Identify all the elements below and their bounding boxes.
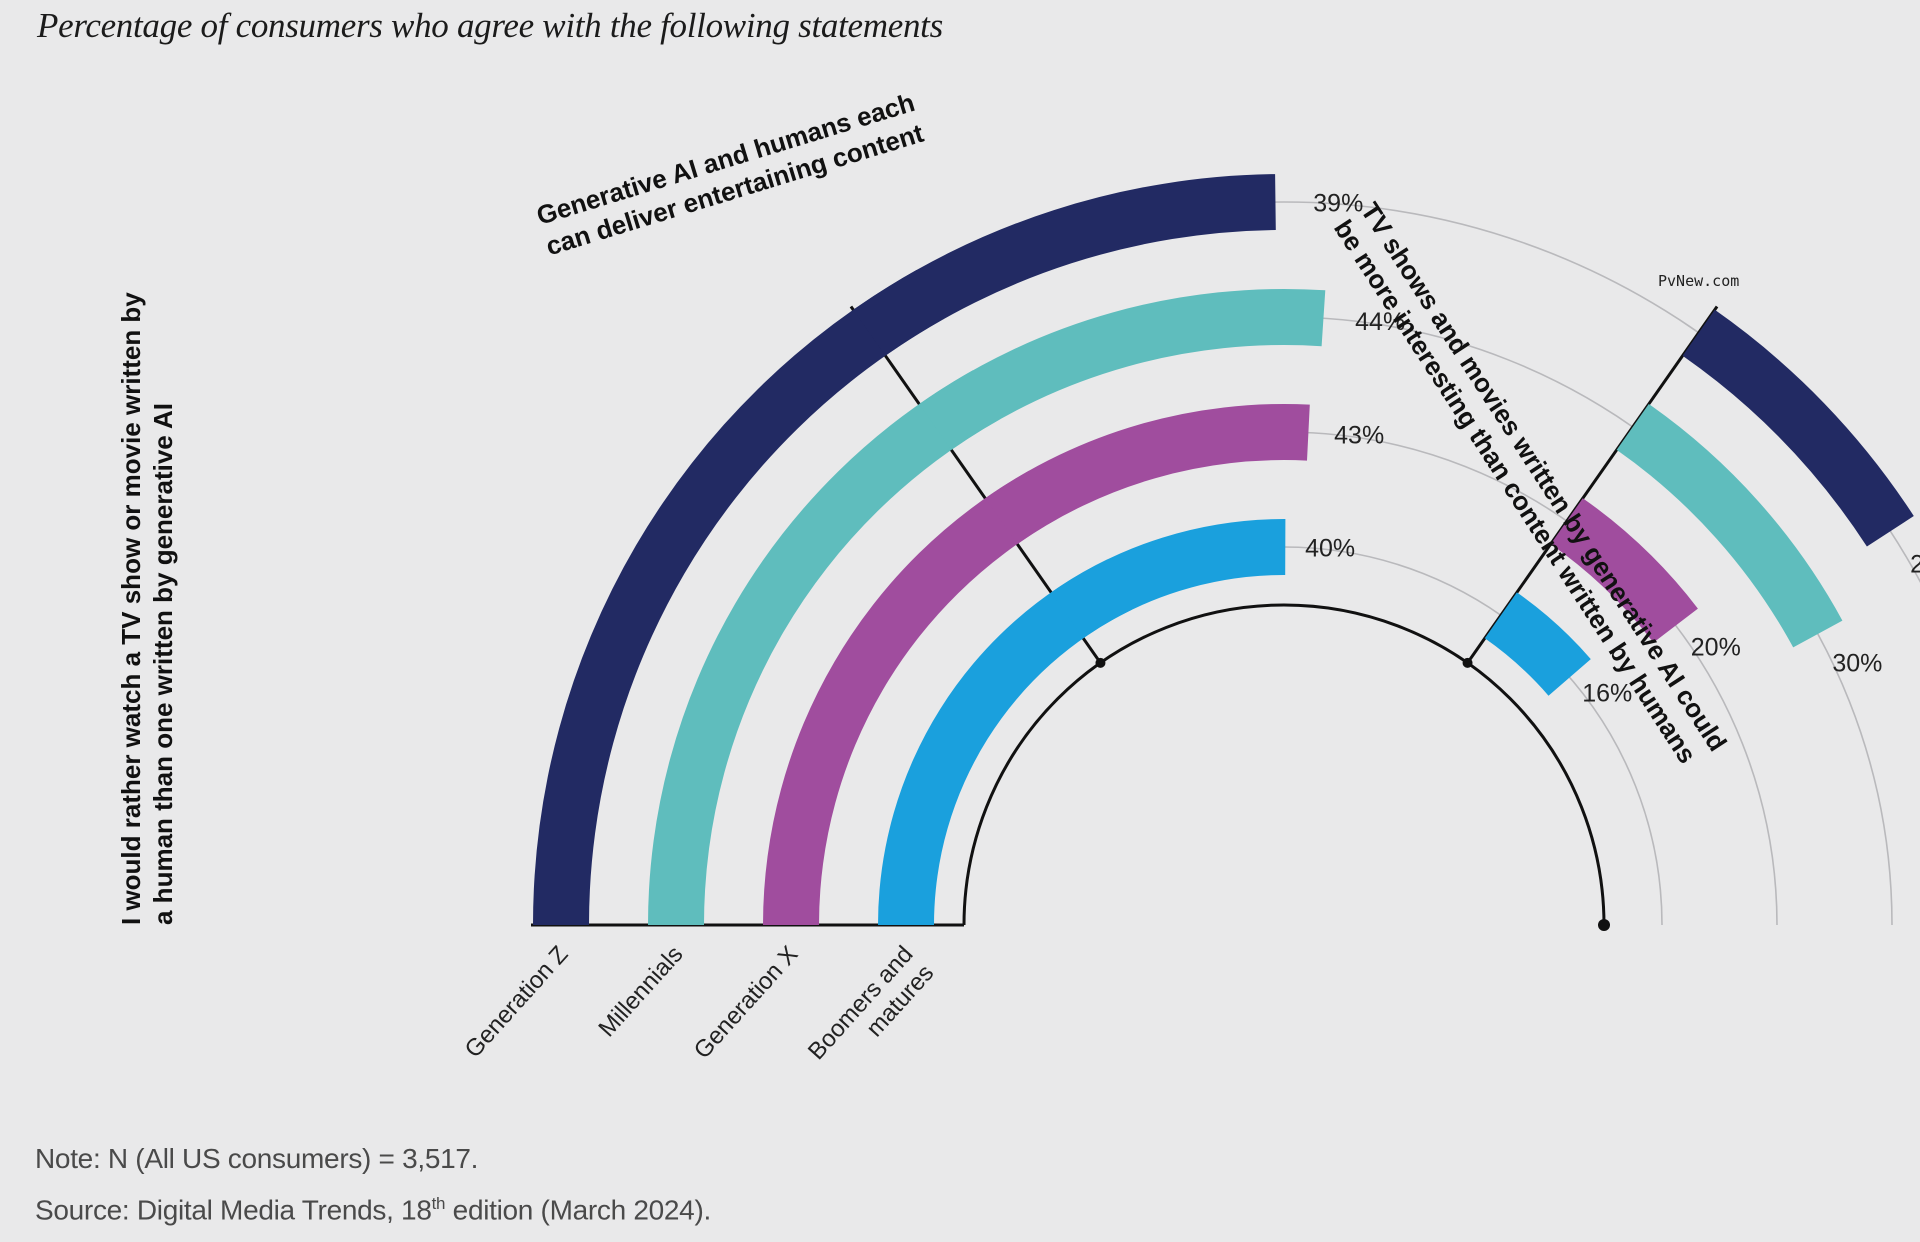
value-label: 30% — [1832, 649, 1882, 677]
bar-0-3 — [878, 559, 1132, 925]
value-label: 20% — [1691, 633, 1741, 661]
category-label: Millennials — [593, 941, 688, 1042]
series-label-text: a human than one written by generative A… — [148, 403, 178, 925]
bar-2-3 — [1484, 592, 1591, 696]
category-text: Millennials — [593, 941, 688, 1042]
value-label: 40% — [1305, 535, 1355, 563]
bar-1-2 — [985, 403, 1310, 545]
note-line: Note: N (All US consumers) = 3,517. — [35, 1143, 479, 1174]
value-label: 39% — [1313, 190, 1363, 218]
radial-bar-chart: 69%69%69%73%39%44%43%40%25%30%20%16%Gene… — [116, 87, 1920, 1065]
bar-1-1 — [919, 288, 1326, 450]
category-label: Generation X — [689, 941, 804, 1064]
chart-notes: Note: N (All US consumers) = 3,517. Sour… — [35, 1136, 711, 1232]
category-label: Generation Z — [460, 941, 574, 1063]
bar-2-2 — [1550, 498, 1698, 643]
series-label-text: be more interesting than content written… — [1328, 214, 1702, 768]
category-text: Generation Z — [460, 941, 574, 1063]
series-divider-line — [1466, 305, 1719, 664]
series-label-text: I would rather watch a TV show or movie … — [116, 292, 146, 925]
value-label: 25% — [1910, 551, 1920, 579]
value-label: 16% — [1582, 680, 1632, 708]
divider-dot — [1095, 657, 1106, 668]
series-label: I would rather watch a TV show or movie … — [116, 292, 178, 925]
bar-1-0 — [853, 174, 1276, 356]
bar-2-1 — [1616, 404, 1843, 648]
end-dot — [1598, 919, 1610, 931]
bar-1-3 — [1051, 518, 1286, 639]
watermark-text: PvNew.com — [1658, 272, 1740, 290]
value-label: 43% — [1334, 422, 1384, 450]
value-label: 44% — [1355, 308, 1405, 336]
category-text: Generation X — [689, 941, 804, 1064]
source-line: Source: Digital Media Trends, 18th editi… — [35, 1194, 711, 1226]
chart-title: Percentage of consumers who agree with t… — [37, 6, 943, 45]
divider-dot — [1462, 657, 1473, 668]
inner-arc — [962, 603, 1606, 926]
bar-2-0 — [1682, 309, 1914, 547]
